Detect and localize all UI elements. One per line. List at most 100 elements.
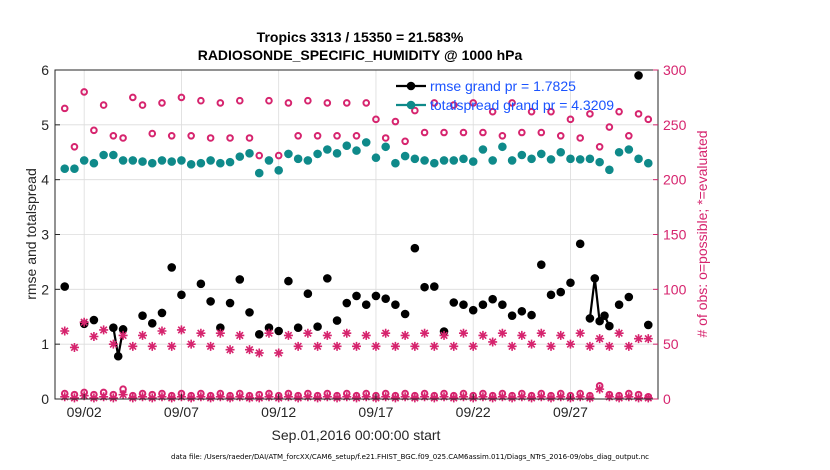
rmse-point: [566, 278, 575, 288]
evaluated-obs-marker: [575, 328, 585, 338]
possible-obs-marker: [381, 134, 390, 142]
evaluated-obs-marker: [128, 341, 138, 351]
totalspread-point: [177, 156, 186, 165]
y-tick-label-right: 0: [663, 391, 671, 407]
rmse-point: [400, 309, 410, 319]
possible-obs-marker: [449, 101, 458, 109]
rmse-point: [313, 322, 322, 331]
evaluated-obs-marker: [60, 326, 70, 336]
possible-obs-marker: [391, 117, 400, 126]
totalspread-point: [206, 156, 215, 165]
possible-obs-marker: [187, 132, 195, 140]
evaluated-obs-marker: [390, 393, 400, 403]
evaluated-obs-marker: [478, 330, 488, 340]
evaluated-obs-marker: [352, 341, 361, 351]
evaluated-obs-marker: [546, 341, 556, 351]
totalspread-point: [605, 165, 614, 175]
totalspread-point: [128, 156, 138, 165]
possible-obs-marker: [158, 99, 166, 107]
evaluated-obs-marker: [167, 341, 177, 351]
totalspread-point: [313, 149, 322, 159]
evaluated-obs-marker: [634, 393, 644, 403]
possible-obs-marker: [99, 101, 108, 109]
y-tick-label-right: 100: [663, 281, 687, 297]
totalspread-point: [507, 156, 517, 165]
possible-obs-marker: [644, 115, 653, 124]
evaluated-obs-marker: [507, 341, 517, 351]
evaluated-obs-marker: [332, 341, 342, 351]
y-tick-label-left: 6: [41, 62, 49, 78]
rmse-point: [643, 320, 653, 330]
totalspread-point: [361, 138, 371, 147]
evaluated-obs-marker: [322, 330, 332, 340]
evaluated-obs-marker: [332, 393, 342, 403]
rmse-point: [196, 279, 206, 289]
evaluated-obs-marker: [527, 339, 537, 349]
evaluated-obs-marker: [575, 392, 585, 402]
evaluated-obs-marker: [624, 341, 634, 351]
totalspread-point: [566, 154, 575, 164]
totalspread-point: [410, 154, 420, 164]
evaluated-obs-marker: [429, 393, 439, 403]
evaluated-obs-marker: [614, 393, 624, 403]
rmse-point: [430, 282, 439, 291]
totalspread-point: [488, 156, 497, 165]
evaluated-obs-marker: [458, 328, 468, 338]
y-tick-label-right: 300: [663, 62, 687, 78]
rmse-point: [459, 300, 468, 309]
possible-obs-marker: [634, 110, 643, 118]
data-marks: [60, 71, 653, 403]
chart-subtitle: RADIOSONDE_SPECIFIC_HUMIDITY @ 1000 hPa: [198, 47, 523, 63]
possible-obs-marker: [498, 132, 507, 140]
possible-obs-marker: [80, 88, 88, 96]
totalspread-point: [643, 158, 653, 168]
rmse-point: [420, 282, 429, 292]
rmse-point: [361, 300, 371, 309]
possible-obs-marker: [129, 93, 137, 102]
possible-obs-marker: [488, 107, 497, 116]
rmse-point: [235, 275, 245, 284]
y-tick-label-right: 250: [663, 117, 687, 133]
possible-obs-marker: [547, 107, 555, 116]
rmse-point: [517, 306, 527, 316]
rmse-point: [507, 311, 517, 320]
evaluated-obs-marker: [536, 328, 546, 338]
y-axis-label-left: rmse and totalspread: [23, 168, 39, 300]
evaluated-obs-marker: [546, 393, 556, 403]
rmse-point: [342, 298, 352, 308]
evaluated-obs-marker: [507, 393, 517, 403]
totalspread-point: [430, 158, 439, 168]
rmse-point: [478, 300, 488, 309]
evaluated-obs-marker: [99, 325, 109, 335]
y-tick-label-right: 50: [663, 336, 679, 352]
possible-obs-marker: [274, 151, 283, 160]
chart-title: Tropics 3313 / 15350 = 21.583%: [257, 29, 464, 45]
evaluated-obs-marker: [89, 331, 99, 341]
evaluated-obs-marker: [517, 330, 527, 340]
rmse-point: [303, 289, 313, 299]
evaluated-obs-marker: [517, 392, 527, 402]
evaluated-obs-marker: [381, 328, 391, 338]
totalspread-point: [274, 166, 283, 175]
possible-obs-marker: [518, 128, 526, 137]
possible-obs-marker: [197, 96, 205, 105]
evaluated-obs-marker: [420, 328, 430, 338]
evaluated-obs-marker: [595, 384, 605, 394]
totalspread-point: [595, 157, 604, 167]
evaluated-obs-marker: [488, 393, 498, 403]
totalspread-point: [381, 142, 390, 152]
evaluated-obs-marker: [186, 393, 196, 403]
evaluated-obs-marker: [634, 334, 644, 344]
rmse-point: [109, 323, 118, 333]
evaluated-obs-marker: [458, 392, 468, 402]
totalspread-point: [634, 154, 643, 164]
evaluated-obs-marker: [147, 341, 157, 351]
evaluated-obs-marker: [108, 393, 118, 403]
totalspread-point: [624, 145, 634, 154]
evaluated-obs-marker: [488, 337, 498, 347]
evaluated-obs-marker: [604, 341, 614, 351]
x-tick-label: 09/27: [553, 404, 588, 420]
totalspread-point: [186, 160, 196, 169]
evaluated-obs-marker: [147, 393, 157, 403]
evaluated-obs-marker: [118, 330, 128, 340]
